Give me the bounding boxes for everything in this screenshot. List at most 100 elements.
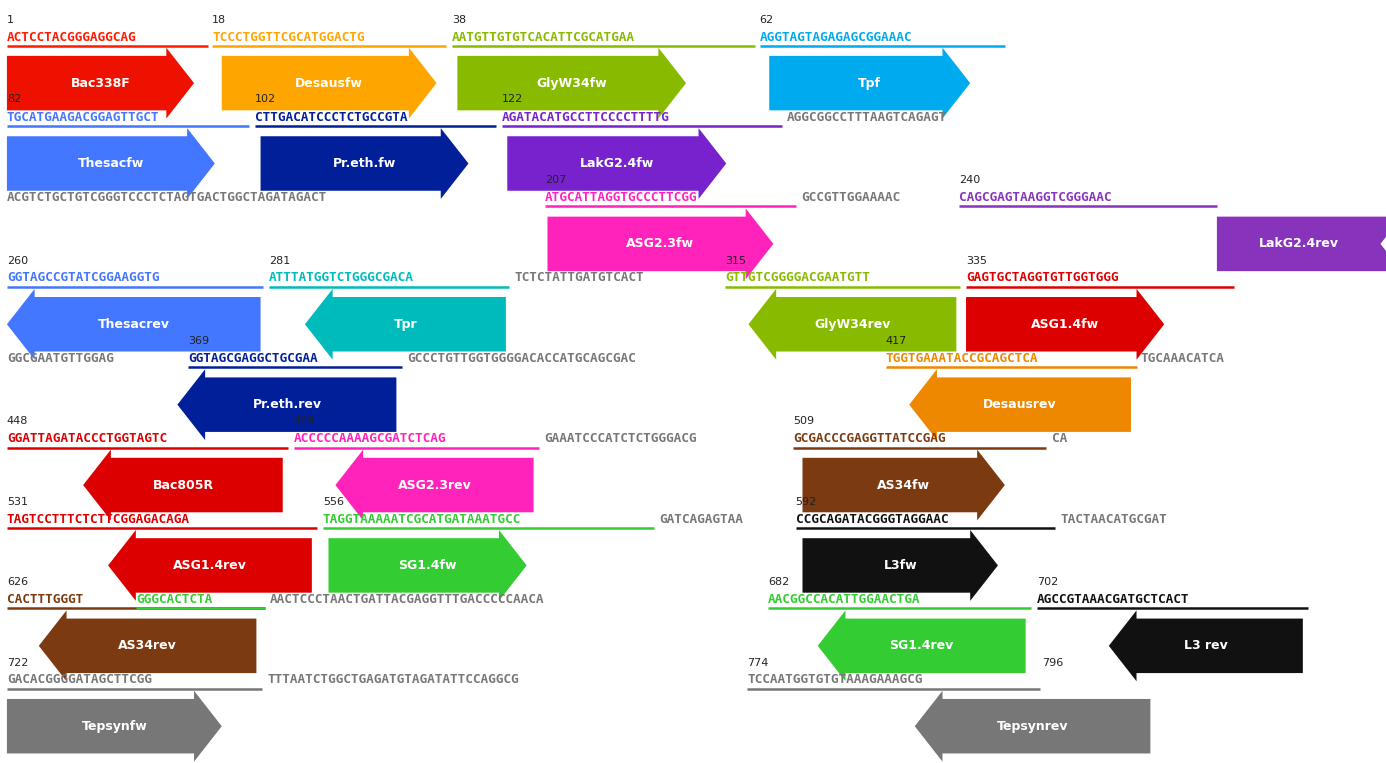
Text: TGCAAACATCA: TGCAAACATCA xyxy=(1141,352,1225,365)
Text: GTTGTCGGGGACGAATGTT: GTTGTCGGGGACGAATGTT xyxy=(725,272,870,285)
Text: 18: 18 xyxy=(212,15,226,25)
Text: GGATTAGATACCCTGGTAGTC: GGATTAGATACCCTGGTAGTC xyxy=(7,432,168,446)
Polygon shape xyxy=(909,369,1131,440)
Polygon shape xyxy=(7,128,215,199)
Text: GGTAGCCGTATCGGAAGGTG: GGTAGCCGTATCGGAAGGTG xyxy=(7,272,159,285)
Text: Thesacrev: Thesacrev xyxy=(98,317,169,331)
Text: Thesacfw: Thesacfw xyxy=(78,157,144,170)
Text: Tepsynrev: Tepsynrev xyxy=(997,720,1069,732)
Polygon shape xyxy=(7,691,222,761)
Polygon shape xyxy=(547,208,773,279)
Text: 122: 122 xyxy=(502,95,523,105)
Text: LakG2.4rev: LakG2.4rev xyxy=(1258,237,1339,250)
Text: CA: CA xyxy=(1052,432,1067,446)
Text: CTTGACATCCCTCTGCCGTA: CTTGACATCCCTCTGCCGTA xyxy=(255,111,407,124)
Text: AS34rev: AS34rev xyxy=(118,639,177,652)
Text: AATGTTGTGTCACATTCGCATGAA: AATGTTGTGTCACATTCGCATGAA xyxy=(452,31,635,44)
Text: 448: 448 xyxy=(7,417,28,427)
Text: Desausfw: Desausfw xyxy=(295,76,363,89)
Text: GCGACCCGAGGTTATCCGAG: GCGACCCGAGGTTATCCGAG xyxy=(793,432,945,446)
Text: 369: 369 xyxy=(188,336,209,346)
Text: TTTAATCTGGCTGAGATGTAGATATTCCAGGCG: TTTAATCTGGCTGAGATGTAGATATTCCAGGCG xyxy=(267,674,520,687)
Polygon shape xyxy=(335,449,534,520)
Text: GlyW34rev: GlyW34rev xyxy=(814,317,891,331)
Text: Bac338F: Bac338F xyxy=(71,76,130,89)
Text: LakG2.4fw: LakG2.4fw xyxy=(579,157,654,170)
Polygon shape xyxy=(818,610,1026,681)
Text: 774: 774 xyxy=(747,658,768,668)
Text: 556: 556 xyxy=(323,497,344,507)
Text: 38: 38 xyxy=(452,15,466,25)
Text: 102: 102 xyxy=(255,95,276,105)
Text: TGGTGAAATACCGCAGCTCA: TGGTGAAATACCGCAGCTCA xyxy=(886,352,1038,365)
Text: GACACGGGGATAGCTTCGG: GACACGGGGATAGCTTCGG xyxy=(7,674,152,687)
Text: L3 rev: L3 rev xyxy=(1184,639,1228,652)
Text: 469: 469 xyxy=(294,417,315,427)
Text: TCCAATGGTGTGTAAAGAAAGCG: TCCAATGGTGTGTAAAGAAAGCG xyxy=(747,674,923,687)
Polygon shape xyxy=(7,289,261,359)
Text: GCCCTGTTGGTGGGGACACCATGCAGCGAC: GCCCTGTTGGTGGGGACACCATGCAGCGAC xyxy=(407,352,636,365)
Text: ACTCCTACGGGAGGCAG: ACTCCTACGGGAGGCAG xyxy=(7,31,137,44)
Text: ATGCATTAGGTGCCCTTCGG: ATGCATTAGGTGCCCTTCGG xyxy=(545,191,697,204)
Polygon shape xyxy=(966,289,1164,359)
Text: 509: 509 xyxy=(793,417,814,427)
Text: SG1.4fw: SG1.4fw xyxy=(398,559,457,572)
Text: TACTAACATGCGAT: TACTAACATGCGAT xyxy=(1060,513,1167,526)
Polygon shape xyxy=(802,530,998,601)
Text: 626: 626 xyxy=(7,578,28,588)
Text: TAGGTAAAAATCGCATGATAAATGCC: TAGGTAAAAATCGCATGATAAATGCC xyxy=(323,513,521,526)
Text: GGGCACTCTA: GGGCACTCTA xyxy=(136,593,212,606)
Text: 417: 417 xyxy=(886,336,906,346)
Text: TGCATGAAGACGGAGTTGCT: TGCATGAAGACGGAGTTGCT xyxy=(7,111,159,124)
Text: 722: 722 xyxy=(7,658,28,668)
Text: 62: 62 xyxy=(760,15,773,25)
Text: 82: 82 xyxy=(7,95,21,105)
Polygon shape xyxy=(457,47,686,118)
Text: TAGTCCTTTCTCTTCGGAGACAGA: TAGTCCTTTCTCTTCGGAGACAGA xyxy=(7,513,190,526)
Text: 531: 531 xyxy=(7,497,28,507)
Text: 335: 335 xyxy=(966,256,987,266)
Polygon shape xyxy=(915,691,1150,761)
Text: CACTTTGGGT: CACTTTGGGT xyxy=(7,593,83,606)
Polygon shape xyxy=(1217,208,1386,279)
Text: 207: 207 xyxy=(545,175,565,185)
Text: 260: 260 xyxy=(7,256,28,266)
Text: ACCCCCAAAAGCGATCTCAG: ACCCCCAAAAGCGATCTCAG xyxy=(294,432,446,446)
Text: ACGTCTGCTGTCGGGTCCCTCTAGTGACTGGCTAGATAGACT: ACGTCTGCTGTCGGGTCCCTCTAGTGACTGGCTAGATAGA… xyxy=(7,191,327,204)
Text: GGTAGCGAGGCTGCGAA: GGTAGCGAGGCTGCGAA xyxy=(188,352,319,365)
Polygon shape xyxy=(305,289,506,359)
Text: 281: 281 xyxy=(269,256,290,266)
Text: Pr.eth.fw: Pr.eth.fw xyxy=(333,157,396,170)
Text: GAAATCCCATCTCTGGGACG: GAAATCCCATCTCTGGGACG xyxy=(545,432,697,446)
Text: 702: 702 xyxy=(1037,578,1058,588)
Polygon shape xyxy=(177,369,396,440)
Text: 1: 1 xyxy=(7,15,14,25)
Text: Desausrev: Desausrev xyxy=(983,398,1058,411)
Polygon shape xyxy=(108,530,312,601)
Text: Pr.eth.rev: Pr.eth.rev xyxy=(252,398,322,411)
Text: 796: 796 xyxy=(1042,658,1063,668)
Text: AGCCGTAAACGATGCTCACT: AGCCGTAAACGATGCTCACT xyxy=(1037,593,1189,606)
Text: TCCCTGGTTCGCATGGACTG: TCCCTGGTTCGCATGGACTG xyxy=(212,31,365,44)
Text: AGGTAGTAGAGAGCGGAAAC: AGGTAGTAGAGAGCGGAAAC xyxy=(760,31,912,44)
Text: Bac805R: Bac805R xyxy=(152,478,213,491)
Text: CAGCGAGTAAGGTCGGGAAC: CAGCGAGTAAGGTCGGGAAC xyxy=(959,191,1112,204)
Text: ATTTATGGTCTGGGCGACA: ATTTATGGTCTGGGCGACA xyxy=(269,272,414,285)
Text: GATCAGAGTAA: GATCAGAGTAA xyxy=(660,513,744,526)
Text: 240: 240 xyxy=(959,175,980,185)
Text: 315: 315 xyxy=(725,256,746,266)
Text: AGGCGGCCTTTAAGTCAGAGT: AGGCGGCCTTTAAGTCAGAGT xyxy=(787,111,948,124)
Text: GGCGAATGTTGGAG: GGCGAATGTTGGAG xyxy=(7,352,114,365)
Text: AACGGCCACATTGGAACTGA: AACGGCCACATTGGAACTGA xyxy=(768,593,920,606)
Text: GlyW34fw: GlyW34fw xyxy=(536,76,607,89)
Text: 682: 682 xyxy=(768,578,789,588)
Text: AGATACATGCCTTCCCCTTTTG: AGATACATGCCTTCCCCTTTTG xyxy=(502,111,669,124)
Polygon shape xyxy=(39,610,256,681)
Text: SG1.4rev: SG1.4rev xyxy=(890,639,954,652)
Polygon shape xyxy=(507,128,726,199)
Polygon shape xyxy=(1109,610,1303,681)
Text: Tepsynfw: Tepsynfw xyxy=(82,720,147,732)
Text: TCTCTATTGATGTCACT: TCTCTATTGATGTCACT xyxy=(514,272,644,285)
Text: CCGCAGATACGGGTAGGAAC: CCGCAGATACGGGTAGGAAC xyxy=(796,513,948,526)
Polygon shape xyxy=(328,530,527,601)
